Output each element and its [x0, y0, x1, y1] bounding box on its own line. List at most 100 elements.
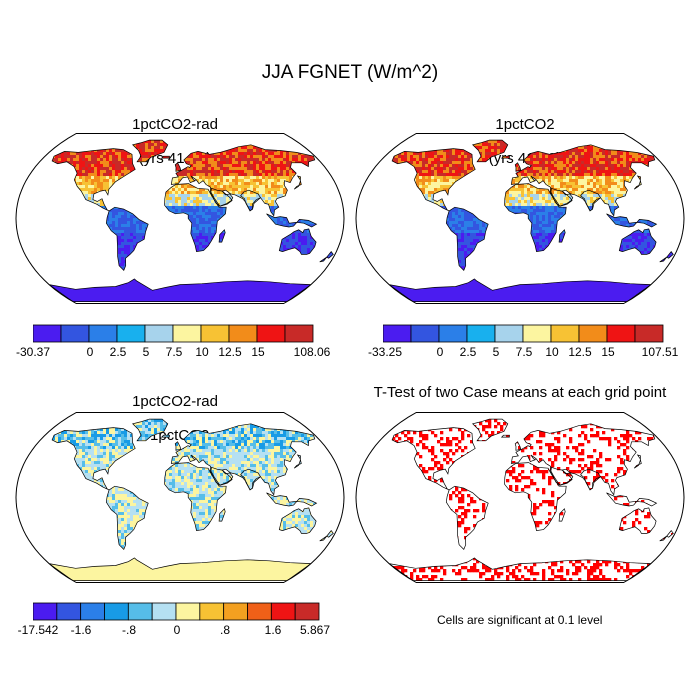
- tick-label: 108.06: [294, 345, 331, 359]
- colorbar-swatch: [60, 324, 90, 343]
- coastline-uk: [514, 162, 522, 172]
- colorbar-swatch: [116, 324, 146, 343]
- tick-label: 12.5: [568, 345, 591, 359]
- tick-label: 1.6: [265, 623, 282, 637]
- land-field-fill: [49, 140, 334, 302]
- colorbar-swatch: [175, 602, 201, 621]
- map-boundary: [15, 133, 345, 304]
- coastline-greenland: [472, 139, 509, 163]
- colorbar-swatch: [494, 324, 524, 343]
- coastline-newzealand: [319, 530, 334, 542]
- land-field-fill: [389, 140, 674, 302]
- coastline-uk: [174, 441, 182, 451]
- coastline-northAmerica: [391, 148, 476, 212]
- map-boundary: [355, 133, 685, 304]
- significance-note: Cells are significant at 0.1 level: [437, 613, 602, 627]
- colorbar-swatch: [634, 324, 664, 343]
- tick-label: -17.542: [18, 623, 59, 637]
- coastline-iceland: [500, 155, 510, 159]
- colorbar-swatch: [256, 324, 286, 343]
- colorbar-swatch: [151, 602, 177, 621]
- tick-label: 7.5: [516, 345, 533, 359]
- colorbar-panel-3: [33, 602, 320, 621]
- colorbar-swatch: [172, 324, 202, 343]
- colorbar-swatch: [80, 602, 105, 621]
- panel-4-title: T-Test of two Case means at each grid po…: [340, 384, 700, 401]
- tick-label: -1.6: [71, 623, 92, 637]
- tick-label: 0: [437, 345, 444, 359]
- coastline-southAmerica: [445, 485, 489, 551]
- colorbar-swatch: [284, 324, 314, 343]
- coastline-madagascar: [218, 508, 226, 522]
- coastline-arabia: [210, 466, 234, 486]
- coastline-japan: [293, 175, 302, 190]
- tick-label: 0: [174, 623, 181, 637]
- tick-label: -33.25: [368, 345, 402, 359]
- colorbar-swatch: [127, 602, 153, 621]
- coastline-eurasia: [510, 144, 656, 217]
- map-panel-1pctco2: [355, 133, 685, 304]
- tick-label: 5.867: [300, 623, 330, 637]
- coastline-northAmerica: [51, 148, 136, 212]
- tick-label: 7.5: [166, 345, 183, 359]
- coastline-india: [240, 468, 262, 491]
- coastline-japan: [293, 454, 302, 469]
- coastline-australia: [278, 507, 317, 534]
- tick-label: 10: [545, 345, 558, 359]
- coastline-japan: [633, 175, 642, 190]
- coastline-madagascar: [218, 229, 226, 243]
- coastline-australia: [278, 228, 317, 255]
- coastline-australia: [618, 228, 657, 255]
- colorbar-swatch: [33, 602, 58, 621]
- colorbar-swatch: [550, 324, 580, 343]
- map-boundary: [355, 412, 685, 583]
- colorbar-swatch: [56, 602, 82, 621]
- colorbar-swatch: [247, 602, 272, 621]
- map-panel-1pctco2-rad: [15, 133, 345, 304]
- coastline-indonesia: [266, 492, 318, 507]
- colorbar-swatch: [410, 324, 440, 343]
- tick-label: 2.5: [460, 345, 477, 359]
- tick-label: 12.5: [218, 345, 241, 359]
- coastline-japan: [633, 454, 642, 469]
- map-panel-difference: [15, 412, 345, 583]
- coastline-newzealand: [659, 251, 674, 263]
- coastline-arabia: [210, 187, 234, 207]
- map-panel-ttest: [355, 412, 685, 583]
- colorbar-swatch: [466, 324, 496, 343]
- colorbar-swatch: [200, 324, 230, 343]
- coastline-indonesia: [606, 213, 658, 228]
- coastline-iceland: [160, 155, 170, 159]
- land-field-fill: [49, 419, 334, 581]
- tick-label: 2.5: [110, 345, 127, 359]
- colorbar-panel-1: [33, 324, 314, 343]
- colorbar-swatch: [606, 324, 636, 343]
- tick-label: -30.37: [16, 345, 50, 359]
- coastline-greenland: [472, 418, 509, 442]
- tick-label: 5: [493, 345, 500, 359]
- tick-label: 10: [195, 345, 208, 359]
- coastline-madagascar: [558, 508, 566, 522]
- tick-label: 107.51: [642, 345, 679, 359]
- map-boundary: [15, 412, 345, 583]
- colorbar-swatch: [104, 602, 129, 621]
- coastline-northAmerica: [51, 427, 136, 491]
- coastline-eurasia: [510, 423, 656, 496]
- colorbar-swatch: [33, 324, 62, 343]
- coastline-india: [580, 189, 602, 212]
- colorbar-swatch: [88, 324, 118, 343]
- colorbar-swatch: [270, 602, 296, 621]
- coastline-africa: [164, 462, 227, 531]
- panel-1-title-line1: 1pctCO2-rad: [40, 116, 310, 133]
- coastline-greenland: [132, 418, 169, 442]
- colorbar-swatch: [228, 324, 258, 343]
- coastline-africa: [504, 183, 567, 252]
- colorbar-swatch: [223, 602, 248, 621]
- coastline-indonesia: [266, 213, 318, 228]
- tick-label: 0: [87, 345, 94, 359]
- coastline-greenland: [132, 139, 169, 163]
- tick-label: -.8: [122, 623, 136, 637]
- coastline-uk: [174, 162, 182, 172]
- coastline-madagascar: [558, 229, 566, 243]
- colorbar-swatch: [144, 324, 174, 343]
